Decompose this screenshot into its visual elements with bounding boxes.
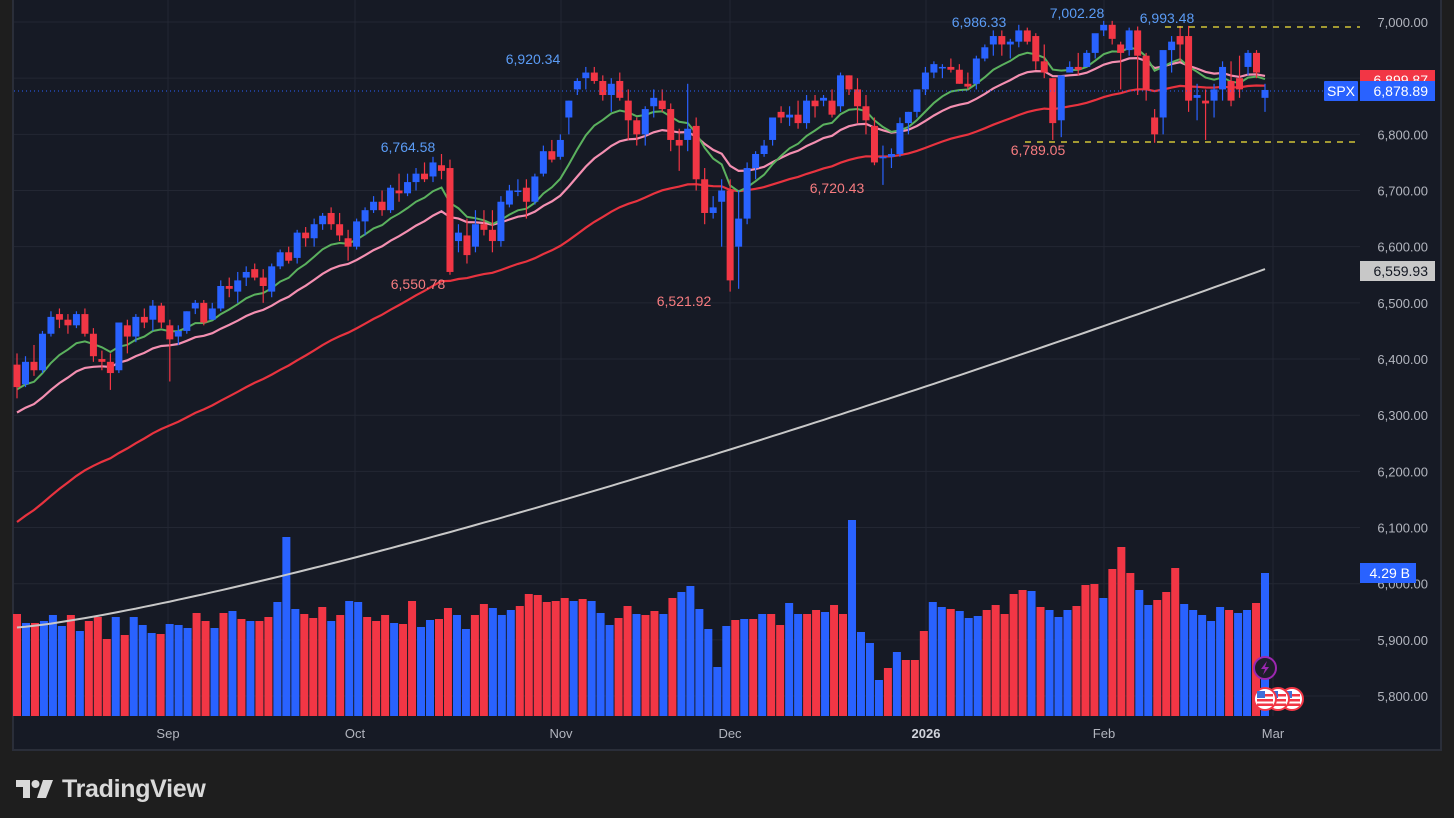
time-label: Nov	[549, 726, 573, 741]
high-annotation: 6,920.34	[506, 51, 561, 67]
low-annotation: 6,789.05	[1011, 142, 1066, 158]
sma-price-tag	[1360, 261, 1435, 281]
low-annotation: 6,550.78	[391, 276, 446, 292]
last-price-tag	[1360, 81, 1435, 101]
price-tick: 7,000.00	[1377, 15, 1428, 30]
high-annotation: 6,986.33	[952, 14, 1007, 30]
tradingview-logo[interactable]: TradingView	[16, 772, 206, 806]
volume-tag	[1360, 563, 1416, 583]
price-tick: 5,900.00	[1377, 633, 1428, 648]
high-annotation: 6,993.48	[1140, 10, 1195, 26]
low-annotation: 6,521.92	[657, 293, 712, 309]
time-scale[interactable]: Sep Oct Nov Dec 2026 Feb Mar	[156, 726, 1284, 741]
price-tick: 6,800.00	[1377, 127, 1428, 142]
price-tick: 6,300.00	[1377, 408, 1428, 423]
ema-mid-line	[16, 56, 1266, 414]
volume-bars	[13, 520, 1269, 716]
candlesticks	[13, 20, 1269, 399]
svg-text:6,559.93: 6,559.93	[1374, 263, 1429, 279]
high-annotation: 7,002.28	[1050, 5, 1105, 21]
time-label: 2026	[912, 726, 941, 741]
low-annotation: 6,720.43	[810, 180, 865, 196]
sma-200-line	[16, 268, 1266, 629]
price-tick: 6,500.00	[1377, 296, 1428, 311]
time-label: Feb	[1093, 726, 1115, 741]
us-flag-event-icon[interactable]	[1253, 687, 1277, 711]
high-low-annotations: 6,764.58 6,920.34 6,986.33 7,002.28 6,993.48…	[381, 5, 1195, 309]
tradingview-logo-icon	[16, 780, 53, 798]
price-tick: 6,200.00	[1377, 464, 1428, 479]
svg-text:4.29 B: 4.29 B	[1370, 565, 1410, 581]
brand-name: TradingView	[62, 774, 206, 803]
grid	[14, 0, 1360, 716]
symbol-tag	[1324, 81, 1358, 101]
high-annotation: 6,764.58	[381, 139, 436, 155]
svg-text:SPX: SPX	[1327, 83, 1356, 99]
price-tick: 6,700.00	[1377, 184, 1428, 199]
ema-fast-line	[16, 46, 1266, 391]
time-label: Mar	[1262, 726, 1285, 741]
time-label: Dec	[718, 726, 742, 741]
price-tick: 6,600.00	[1377, 240, 1428, 255]
time-label: Sep	[156, 726, 179, 741]
price-chart[interactable]: 6,764.58 6,920.34 6,986.33 7,002.28 6,993.48…	[0, 0, 1454, 760]
price-scale[interactable]: 7,000.006,900.006,800.006,700.006,600.00…	[1324, 15, 1435, 704]
price-tick: 6,100.00	[1377, 521, 1428, 536]
price-tick: 5,800.00	[1377, 689, 1428, 704]
ema-slow-line	[16, 84, 1266, 523]
svg-text:6,878.89: 6,878.89	[1374, 83, 1429, 99]
time-label: Oct	[345, 726, 366, 741]
event-markers[interactable]	[1253, 656, 1304, 711]
price-tick: 6,400.00	[1377, 352, 1428, 367]
